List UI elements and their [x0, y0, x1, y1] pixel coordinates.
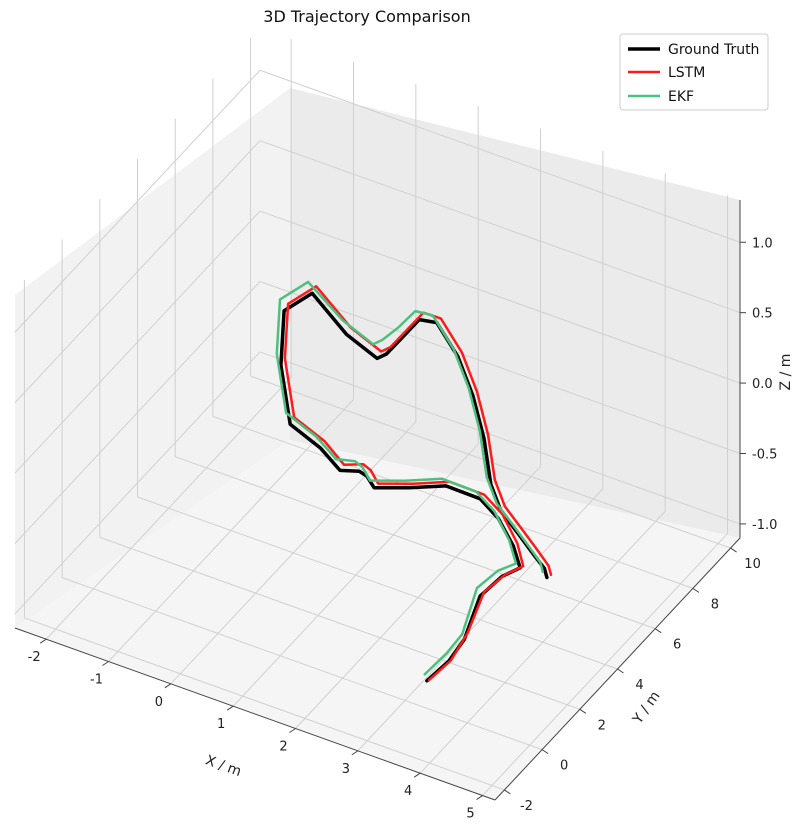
z-tick-label: -1.0: [752, 518, 777, 533]
x-tick-label: 5: [466, 807, 474, 822]
grid-line-y: [61, 577, 543, 751]
legend-box: [619, 33, 769, 111]
legend-label-ground-truth: Ground Truth: [668, 42, 759, 58]
legend: Ground Truth LSTM EKF: [619, 33, 769, 111]
pane-back-left: [15, 88, 290, 628]
grid-line-z: [259, 69, 741, 243]
x-tick-label: 2: [279, 740, 287, 755]
x-tick-mark: [476, 795, 483, 800]
y-tick-mark: [692, 587, 700, 593]
series-line-ekf: [275, 280, 545, 676]
grid-line-z: [259, 210, 741, 384]
pane-back-right: [290, 88, 740, 538]
x-tick-mark: [39, 638, 47, 644]
y-tick-mark: [541, 749, 549, 755]
x-tick-label: 1: [217, 717, 225, 732]
z-axis-label: Z / m: [778, 354, 794, 391]
grid-line-z: [14, 69, 261, 333]
x-tick-mark: [226, 705, 234, 711]
grid-line-z: [259, 351, 741, 525]
x-tick-label: -2: [28, 650, 41, 665]
y-axis-label: Y / m: [629, 688, 663, 727]
x-axis-line: [14, 627, 496, 801]
x-tick-mark: [102, 661, 109, 666]
grid-line-z: [14, 140, 261, 404]
z-tick-label: 0.0: [752, 377, 773, 392]
y-tick-mark: [504, 789, 511, 795]
x-tick-label: -1: [90, 673, 103, 688]
series-line-ground-truth: [279, 291, 549, 683]
x-axis-label: X / m: [203, 752, 243, 780]
x-tick-mark: [164, 683, 172, 689]
x-tick-mark: [289, 728, 296, 733]
y-tick-label: 6: [673, 638, 681, 653]
z-tick-label: 1.0: [752, 236, 773, 251]
grid-line-y: [24, 617, 505, 791]
y-tick-label: 4: [635, 678, 643, 693]
x-tick-label: 4: [404, 784, 412, 799]
y-tick-label: -2: [520, 799, 533, 814]
grid-line-y: [175, 456, 656, 630]
chart-title: 3D Trajectory Comparison: [263, 7, 470, 26]
y-tick-label: 2: [598, 718, 606, 733]
grid-line-y: [137, 496, 618, 670]
y-tick-label: 0: [560, 759, 568, 774]
grid-line-y: [250, 375, 731, 549]
grid-line-z: [259, 281, 741, 454]
grid-line-z: [259, 140, 741, 314]
series-layer: [275, 280, 553, 683]
x-tick-mark: [351, 750, 359, 756]
x-tick-label: 3: [342, 762, 350, 777]
y-tick-mark: [617, 668, 624, 674]
grid-line-z: [14, 281, 261, 544]
y-tick-mark: [654, 628, 662, 634]
y-tick-label: 10: [744, 557, 761, 572]
y-tick-label: 8: [711, 597, 719, 612]
grid-line-z: [14, 351, 261, 615]
grid-line-y: [212, 415, 694, 589]
legend-label-lstm: LSTM: [668, 65, 705, 81]
grid-line-y: [99, 536, 580, 710]
legend-label-ekf: EKF: [668, 89, 694, 105]
x-tick-label: 0: [155, 695, 163, 710]
tick-marks: -2 -1 0 1 2 3 4 5 -2 0 2 4 6 8 10 -1.0 -0.5 0.0 0.5 1.0: [28, 236, 778, 821]
series-line-lstm: [283, 285, 553, 682]
grid-line-z: [14, 210, 261, 474]
y-tick-mark: [579, 708, 587, 714]
grid-lines: [14, 38, 741, 796]
z-tick-label: -0.5: [752, 448, 777, 463]
pane-floor: [15, 440, 740, 800]
y-tick-mark: [730, 547, 737, 553]
z-tick-label: 0.5: [752, 307, 773, 322]
x-tick-mark: [413, 772, 421, 778]
